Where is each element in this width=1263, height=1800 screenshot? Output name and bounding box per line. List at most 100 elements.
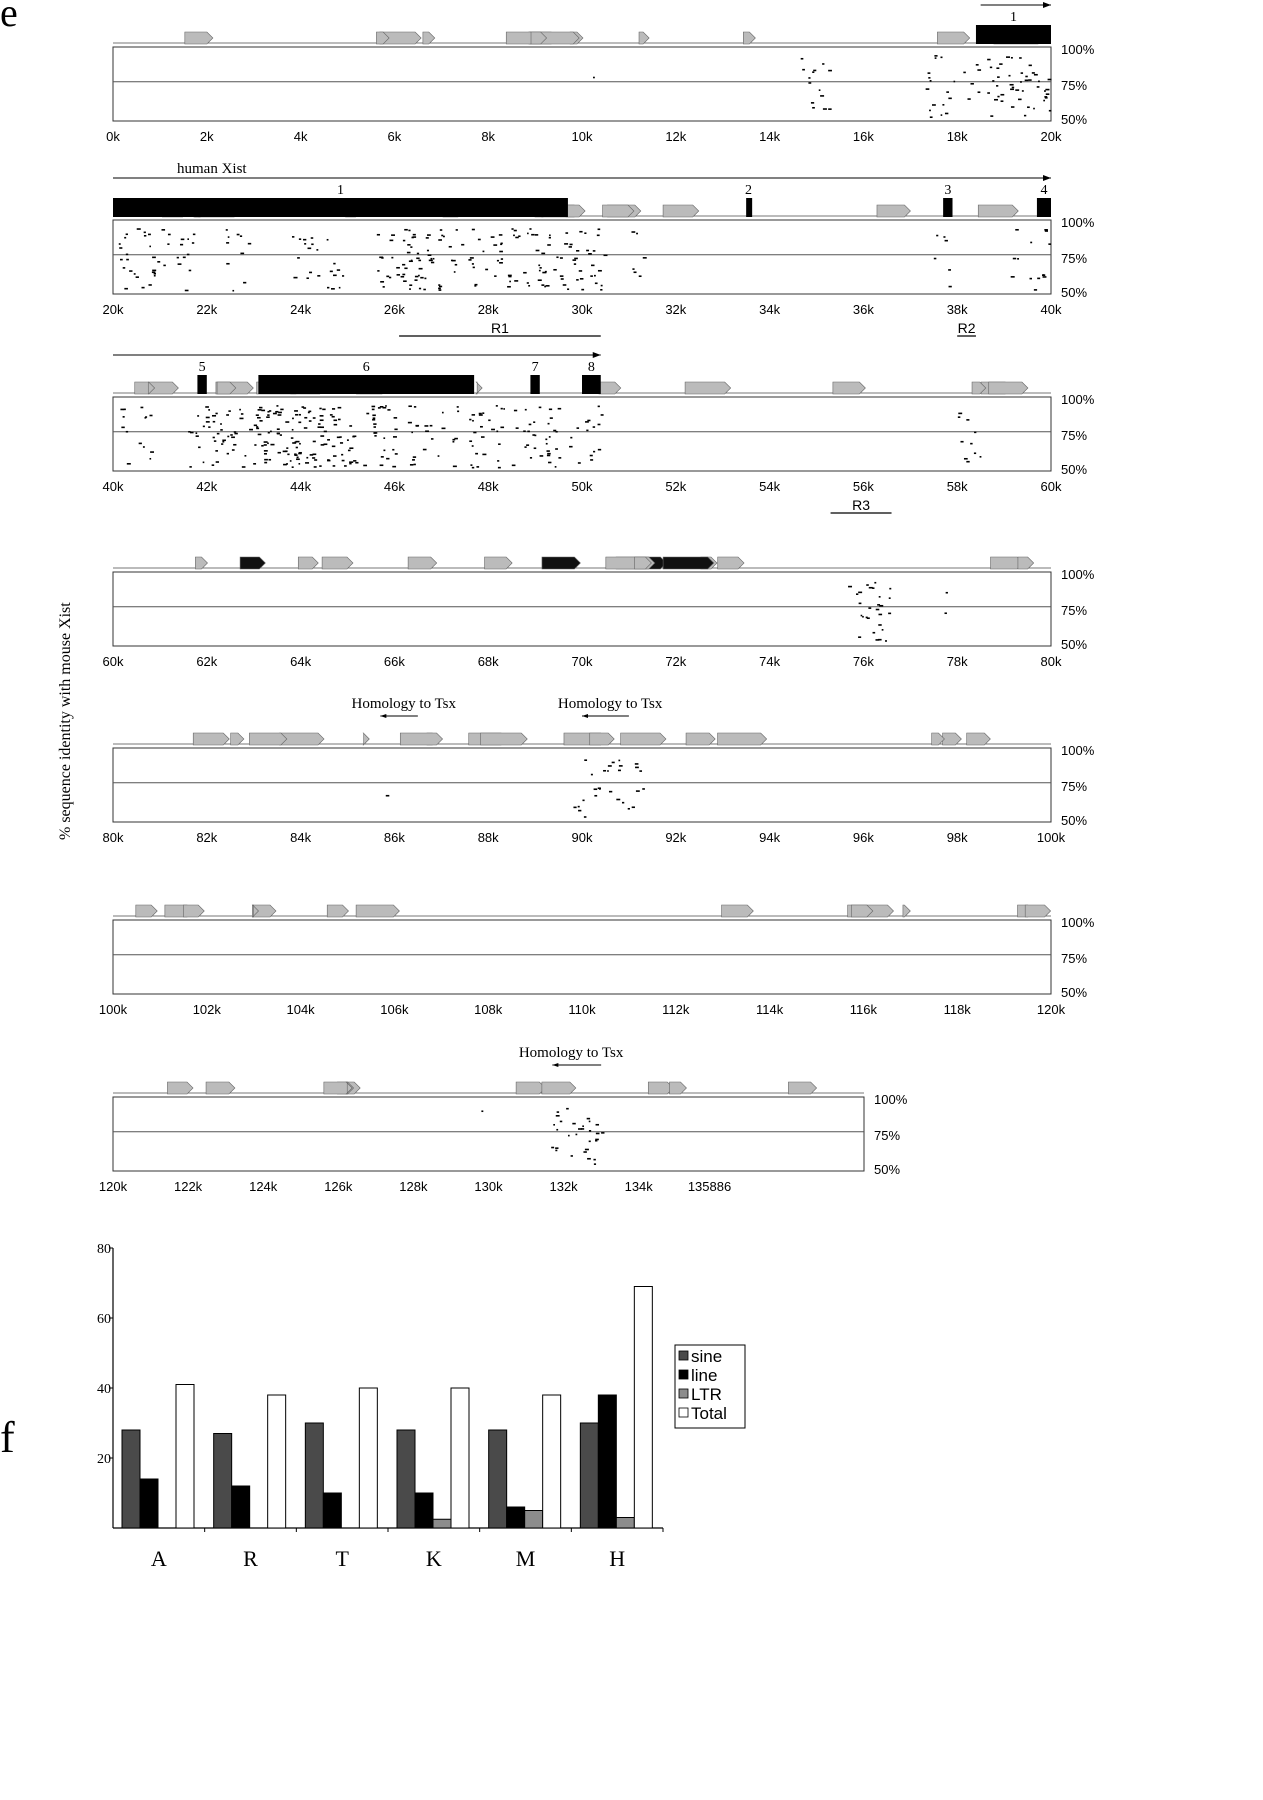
x-tick-label: 92k	[665, 830, 686, 845]
identity-point	[944, 612, 947, 615]
identity-point	[282, 450, 287, 453]
identity-point	[1015, 89, 1020, 91]
identity-point	[222, 440, 225, 443]
identity-point	[618, 759, 621, 762]
x-tick-label: 128k	[399, 1179, 428, 1194]
identity-point	[208, 426, 211, 428]
identity-point	[298, 238, 302, 240]
repeat-element	[971, 381, 987, 395]
identity-point	[332, 455, 337, 457]
identity-point	[621, 801, 625, 804]
identity-point	[515, 427, 519, 429]
identity-point	[135, 276, 139, 278]
identity-point	[1045, 88, 1050, 91]
identity-point	[548, 461, 552, 464]
identity-point	[555, 1115, 560, 1117]
identity-box	[112, 919, 1052, 995]
identity-point	[599, 788, 601, 790]
transcript-arrowhead	[1043, 2, 1051, 8]
identity-point	[488, 419, 491, 422]
identity-point	[1027, 106, 1030, 109]
identity-point	[192, 233, 196, 236]
identity-point	[595, 1132, 600, 1135]
identity-point	[957, 416, 961, 418]
identity-point	[430, 257, 433, 260]
identity-point	[1038, 80, 1040, 83]
identity-point	[394, 428, 398, 431]
identity-point	[414, 275, 419, 278]
identity-point	[141, 286, 145, 289]
identity-point	[451, 259, 456, 262]
identity-point	[877, 638, 882, 641]
identity-point	[616, 798, 621, 801]
identity-point	[537, 279, 542, 282]
identity-point	[454, 263, 458, 266]
identity-point	[471, 414, 476, 416]
identity-point	[388, 276, 392, 279]
identity-point	[527, 430, 530, 433]
identity-point	[391, 256, 394, 259]
identity-point	[275, 410, 279, 413]
identity-point	[323, 443, 328, 446]
exon-block	[197, 375, 207, 394]
identity-point	[879, 604, 884, 607]
identity-point	[559, 257, 563, 259]
identity-point	[331, 408, 336, 410]
identity-point	[975, 64, 979, 66]
identity-point	[582, 1125, 584, 1128]
identity-point	[202, 461, 205, 464]
identity-point	[927, 72, 931, 74]
identity-point	[272, 412, 277, 415]
identity-point	[593, 788, 598, 791]
identity-point	[404, 267, 408, 270]
identity-point	[243, 281, 247, 284]
identity-point	[140, 406, 144, 409]
repeat-element	[669, 1081, 687, 1095]
identity-point	[121, 426, 125, 429]
identity-point	[572, 259, 577, 261]
identity-point	[578, 809, 582, 812]
identity-point	[1031, 72, 1035, 74]
identity-point	[331, 445, 336, 448]
identity-point	[313, 466, 317, 468]
identity-point	[812, 106, 815, 109]
x-tick-label: 122k	[174, 1179, 203, 1194]
identity-point	[126, 258, 129, 261]
y-tick-label: 50%	[1061, 637, 1087, 652]
identity-point	[596, 234, 600, 237]
identity-point	[562, 284, 567, 286]
identity-point	[546, 450, 550, 452]
identity-point	[579, 278, 584, 280]
identity-point	[298, 452, 302, 455]
identity-point	[233, 431, 237, 433]
homology-label: Homology to Tsx	[519, 1045, 624, 1061]
identity-point	[307, 411, 310, 414]
identity-point	[500, 407, 503, 410]
identity-point	[1006, 56, 1011, 58]
identity-point	[319, 415, 324, 417]
identity-point	[558, 457, 562, 459]
identity-point	[590, 773, 593, 776]
identity-point	[211, 464, 215, 466]
identity-point	[973, 452, 977, 455]
repeat-element	[589, 732, 615, 746]
identity-point	[125, 253, 129, 256]
identity-point	[595, 1123, 600, 1126]
x-tick-label: 16k	[853, 129, 874, 144]
identity-point	[576, 279, 579, 281]
identity-point	[413, 463, 416, 466]
identity-point	[977, 69, 982, 71]
identity-point	[416, 257, 420, 260]
identity-point	[1044, 90, 1046, 92]
repeat-element	[251, 904, 259, 918]
identity-point	[221, 443, 224, 445]
x-tick-label: 66k	[384, 654, 405, 669]
identity-point	[142, 446, 145, 448]
bar-total	[175, 1384, 195, 1529]
identity-point	[597, 423, 601, 426]
identity-point	[412, 456, 417, 458]
identity-point	[267, 431, 270, 434]
identity-point	[584, 1148, 589, 1151]
identity-point	[593, 1158, 596, 1161]
identity-point	[295, 446, 298, 449]
